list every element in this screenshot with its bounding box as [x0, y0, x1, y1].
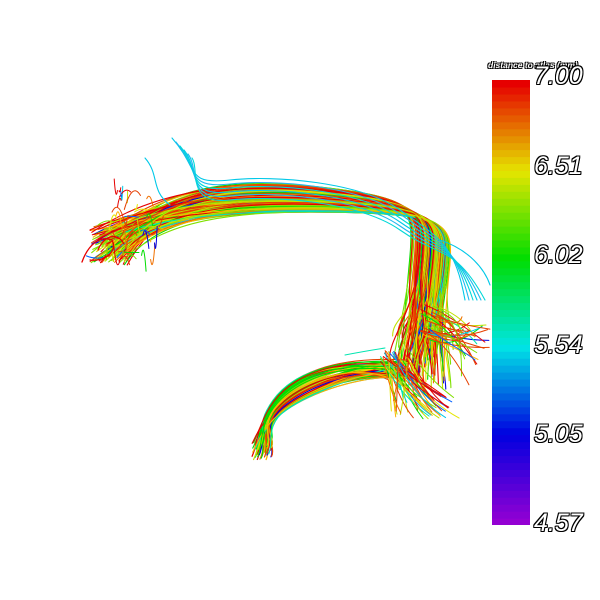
- colorbar-title: distance to atlas (mm): [488, 60, 578, 70]
- colorbar-tick-4: 5.54: [534, 331, 583, 359]
- colorbar-tick-5: 5.05: [534, 420, 583, 448]
- colorbar-tick-max: 7.00: [534, 62, 583, 90]
- colorbar-tick-3: 6.02: [534, 241, 583, 269]
- colorbar-tick-min: 4.57: [534, 509, 583, 537]
- colorbar-tick-2: 6.51: [534, 152, 583, 180]
- colorbar: [492, 80, 530, 525]
